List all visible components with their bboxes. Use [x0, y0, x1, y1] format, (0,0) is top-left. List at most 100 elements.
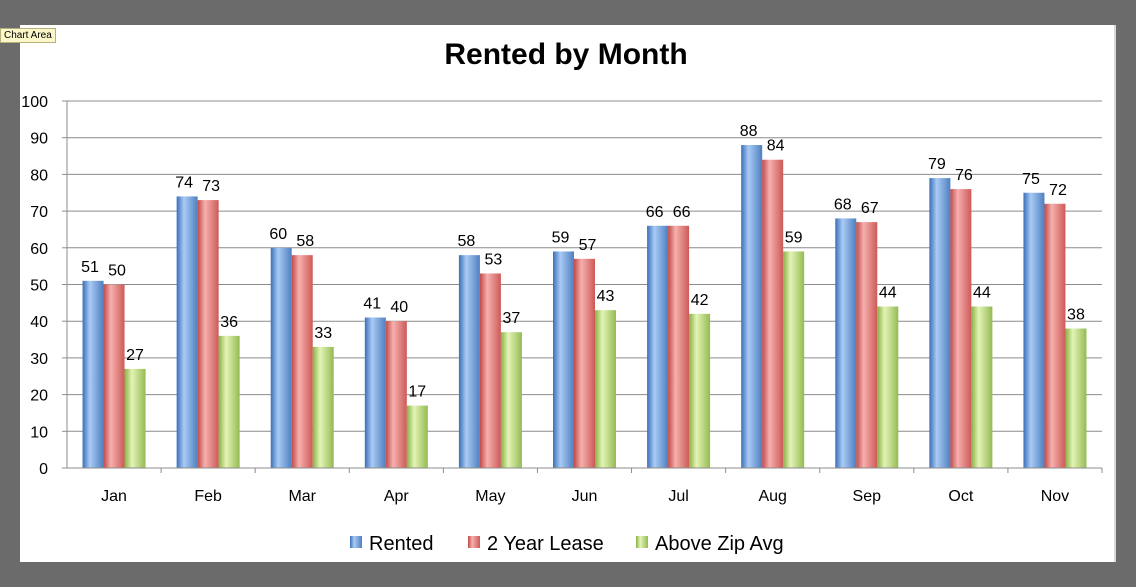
legend-swatch-above-zip-avg	[636, 536, 648, 548]
bar-two-year-lease-may[interactable]	[479, 273, 501, 468]
bar-rented-jun[interactable]	[553, 251, 574, 468]
bar-rented-oct[interactable]	[929, 178, 951, 468]
bar-above-zip-avg-jan[interactable]	[124, 368, 146, 468]
bar-two-year-lease-mar[interactable]	[291, 255, 313, 468]
data-label: 40	[390, 299, 408, 316]
bar-above-zip-avg-nov[interactable]	[1065, 328, 1087, 468]
data-label: 41	[363, 296, 381, 313]
bar-rented-may[interactable]	[458, 255, 480, 468]
chart-area-tooltip: Chart Area	[0, 28, 56, 43]
data-label: 44	[879, 285, 897, 302]
bar-two-year-lease-oct[interactable]	[950, 189, 972, 468]
bar-two-year-lease-sep[interactable]	[856, 222, 878, 468]
bar-rented-jul[interactable]	[647, 225, 669, 468]
y-tick-label: 10	[30, 424, 48, 441]
data-label: 27	[126, 347, 144, 364]
data-label: 60	[269, 226, 287, 243]
y-tick-label: 100	[21, 94, 48, 111]
y-tick-label: 30	[30, 351, 48, 368]
bar-above-zip-avg-oct[interactable]	[971, 306, 993, 468]
data-label: 58	[458, 233, 476, 250]
y-tick-label: 80	[30, 167, 48, 184]
x-tick-label: Apr	[384, 488, 410, 505]
data-label: 74	[175, 174, 193, 191]
bar-rented-feb[interactable]	[176, 196, 198, 469]
legend-swatch-rented	[350, 536, 362, 548]
data-label: 53	[485, 251, 503, 268]
x-tick-label: Jan	[101, 488, 127, 505]
data-label: 37	[503, 310, 521, 327]
chart-title: Rented by Month	[444, 38, 687, 71]
y-tick-label: 50	[30, 278, 48, 295]
bar-rented-jan[interactable]	[82, 280, 104, 468]
bar-above-zip-avg-jun[interactable]	[595, 310, 616, 468]
data-label: 59	[785, 229, 803, 246]
bar-above-zip-avg-mar[interactable]	[312, 346, 334, 468]
data-label: 76	[955, 167, 973, 184]
x-tick-label: May	[475, 488, 505, 505]
bar-above-zip-avg-may[interactable]	[500, 332, 522, 468]
data-label: 75	[1022, 171, 1040, 188]
y-tick-label: 0	[39, 461, 48, 478]
x-axis: Jan Feb Mar Apr May Jun Jul Aug Sep Oct Nov	[67, 467, 1103, 505]
x-tick-label: Feb	[194, 488, 222, 505]
x-tick-label: Jun	[572, 488, 598, 505]
data-label: 67	[861, 200, 879, 217]
data-label: 66	[646, 204, 664, 221]
data-label: 73	[202, 178, 220, 195]
data-label: 44	[973, 285, 991, 302]
bar-rented-mar[interactable]	[270, 247, 292, 468]
data-label: 79	[928, 156, 946, 173]
data-label: 42	[691, 292, 709, 309]
bar-above-zip-avg-apr[interactable]	[406, 405, 428, 468]
data-label: 88	[740, 123, 758, 140]
legend-label-two-year-lease: 2 Year Lease	[487, 533, 604, 555]
data-label: 50	[108, 263, 126, 280]
y-tick-label: 20	[30, 388, 48, 405]
bar-two-year-lease-jul[interactable]	[668, 225, 690, 468]
x-tick-label: Sep	[853, 488, 882, 505]
y-axis: 0 10 20 30 40 50 60 70 80 90 100	[21, 94, 68, 478]
data-label: 17	[408, 384, 426, 401]
bar-two-year-lease-jun[interactable]	[574, 258, 595, 468]
data-label: 33	[314, 325, 332, 342]
data-label: 38	[1067, 307, 1085, 324]
bar-two-year-lease-nov[interactable]	[1044, 203, 1066, 468]
bar-rented-aug[interactable]	[741, 145, 763, 469]
data-label: 57	[579, 237, 597, 254]
bar-two-year-lease-aug[interactable]	[762, 159, 784, 468]
legend-label-rented: Rented	[369, 533, 434, 555]
y-tick-label: 40	[30, 314, 48, 331]
data-label: 84	[767, 138, 785, 155]
x-tick-label: Nov	[1041, 488, 1069, 505]
legend-swatch-two-year-lease	[468, 536, 480, 548]
bar-two-year-lease-feb[interactable]	[197, 200, 219, 468]
data-label: 59	[552, 229, 570, 246]
legend-label-above-zip-avg: Above Zip Avg	[655, 533, 784, 555]
bar-above-zip-avg-aug[interactable]	[783, 251, 805, 468]
bar-above-zip-avg-feb[interactable]	[218, 335, 240, 468]
data-label: 51	[81, 259, 99, 276]
legend: Rented 2 Year Lease Above Zip Avg	[350, 533, 784, 555]
bar-above-zip-avg-sep[interactable]	[877, 306, 899, 468]
bar-rented-nov[interactable]	[1023, 192, 1045, 468]
bar-rented-sep[interactable]	[835, 218, 857, 468]
bar-two-year-lease-jan[interactable]	[103, 284, 125, 469]
x-tick-label: Jul	[668, 488, 688, 505]
data-labels: 51 50 27 74 73 36 60 58 33 41 40 17 58 53 37 59 57 43 66 66…	[81, 123, 1085, 401]
data-label: 66	[673, 204, 691, 221]
bars	[82, 145, 1087, 469]
x-tick-label: Aug	[758, 488, 786, 505]
bar-rented-apr[interactable]	[364, 317, 386, 468]
data-label: 58	[296, 233, 314, 250]
x-tick-label: Mar	[288, 488, 316, 505]
bar-two-year-lease-apr[interactable]	[385, 321, 407, 468]
x-tick-label: Oct	[948, 488, 973, 505]
y-tick-label: 90	[30, 131, 48, 148]
y-tick-label: 70	[30, 204, 48, 221]
y-tick-label: 60	[30, 241, 48, 258]
data-label: 68	[834, 196, 852, 213]
bar-above-zip-avg-jul[interactable]	[689, 313, 711, 468]
data-label: 36	[220, 314, 238, 331]
